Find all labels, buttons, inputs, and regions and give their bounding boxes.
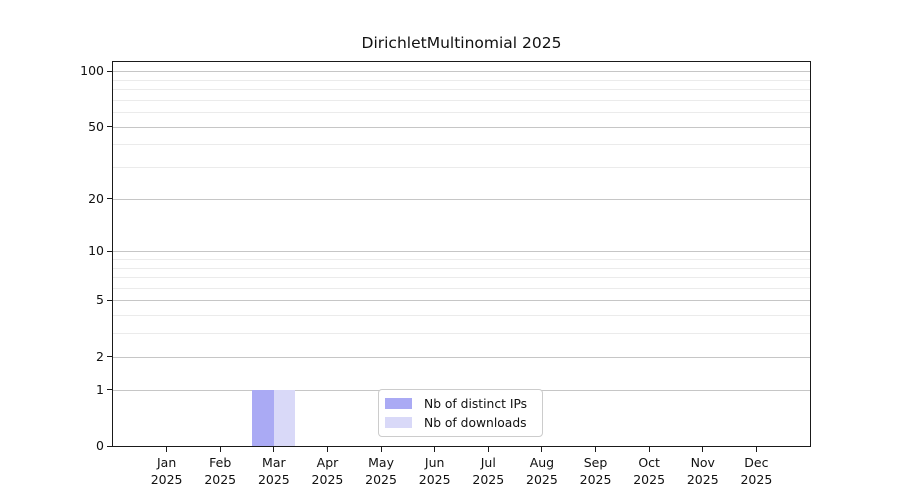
x-tick-label: Feb 2025 — [204, 455, 237, 487]
minor-gridline — [113, 112, 810, 114]
y-tick-label: 10 — [88, 243, 104, 259]
minor-gridline — [113, 144, 810, 146]
minor-gridline — [113, 315, 810, 317]
minor-gridline — [113, 167, 810, 169]
x-tick — [326, 446, 328, 452]
minor-gridline — [113, 99, 810, 101]
y-tick — [107, 250, 113, 252]
legend-label-downloads: Nb of downloads — [424, 415, 527, 430]
major-gridline — [113, 356, 810, 358]
major-gridline — [113, 300, 810, 302]
chart-title: DirichletMultinomial 2025 — [361, 34, 562, 52]
x-tick-label: Jun 2025 — [418, 455, 451, 487]
bar-distinct-ips — [252, 389, 274, 446]
legend-swatch-downloads-icon — [385, 417, 412, 428]
y-tick — [107, 126, 113, 128]
minor-gridline — [113, 258, 810, 260]
y-tick-label: 100 — [80, 63, 104, 79]
x-tick — [755, 446, 757, 452]
x-tick — [273, 446, 275, 452]
x-tick — [487, 446, 489, 452]
major-gridline — [113, 198, 810, 200]
minor-gridline — [113, 79, 810, 81]
x-tick-label: Oct 2025 — [633, 455, 666, 487]
minor-gridline — [113, 267, 810, 269]
legend: Nb of distinct IPs Nb of downloads — [378, 389, 543, 437]
legend-item-distinct-ips: Nb of distinct IPs — [385, 394, 533, 413]
minor-gridline — [113, 89, 810, 91]
y-tick-label: 20 — [88, 190, 104, 206]
x-tick-label: Dec 2025 — [740, 455, 773, 487]
y-tick-label: 50 — [88, 118, 104, 134]
y-tick — [107, 70, 113, 72]
x-tick-label: Nov 2025 — [686, 455, 719, 487]
minor-gridline — [113, 287, 810, 289]
y-tick — [107, 356, 113, 358]
major-gridline — [113, 71, 810, 73]
y-tick — [107, 389, 113, 391]
x-tick — [434, 446, 436, 452]
legend-swatch-distinct-ips-icon — [385, 398, 412, 409]
x-tick-label: May 2025 — [365, 455, 397, 487]
legend-item-downloads: Nb of downloads — [385, 413, 533, 432]
y-tick-label: 0 — [96, 438, 104, 453]
x-tick — [595, 446, 597, 452]
x-tick-label: Aug 2025 — [526, 455, 558, 487]
x-tick-label: Sep 2025 — [579, 455, 612, 487]
x-tick-label: Apr 2025 — [311, 455, 344, 487]
plot-area: 0 1 2 5 10 20 50 100 Jan 2025 Feb 2025 Mar 2025 Apr 202… — [80, 61, 811, 487]
y-tick-label: 1 — [96, 381, 104, 397]
legend-label-distinct-ips: Nb of distinct IPs — [424, 396, 528, 411]
x-tick — [219, 446, 221, 452]
x-tick-label: Jan 2025 — [150, 455, 183, 487]
major-gridline — [113, 251, 810, 253]
x-tick — [702, 446, 704, 452]
minor-gridline — [113, 277, 810, 279]
y-tick-label: 2 — [96, 348, 104, 364]
y-tick-label: 5 — [96, 292, 104, 308]
bar-downloads — [273, 389, 296, 446]
x-tick-label: Jul 2025 — [472, 455, 505, 487]
y-tick — [107, 299, 113, 301]
minor-gridline — [113, 333, 810, 335]
major-gridline — [113, 126, 810, 128]
x-tick — [648, 446, 650, 452]
y-tick — [107, 198, 113, 200]
y-tick — [107, 445, 113, 447]
x-tick — [380, 446, 382, 452]
x-tick — [541, 446, 543, 452]
x-tick — [166, 446, 168, 452]
x-tick-label: Mar 2025 — [257, 455, 290, 487]
